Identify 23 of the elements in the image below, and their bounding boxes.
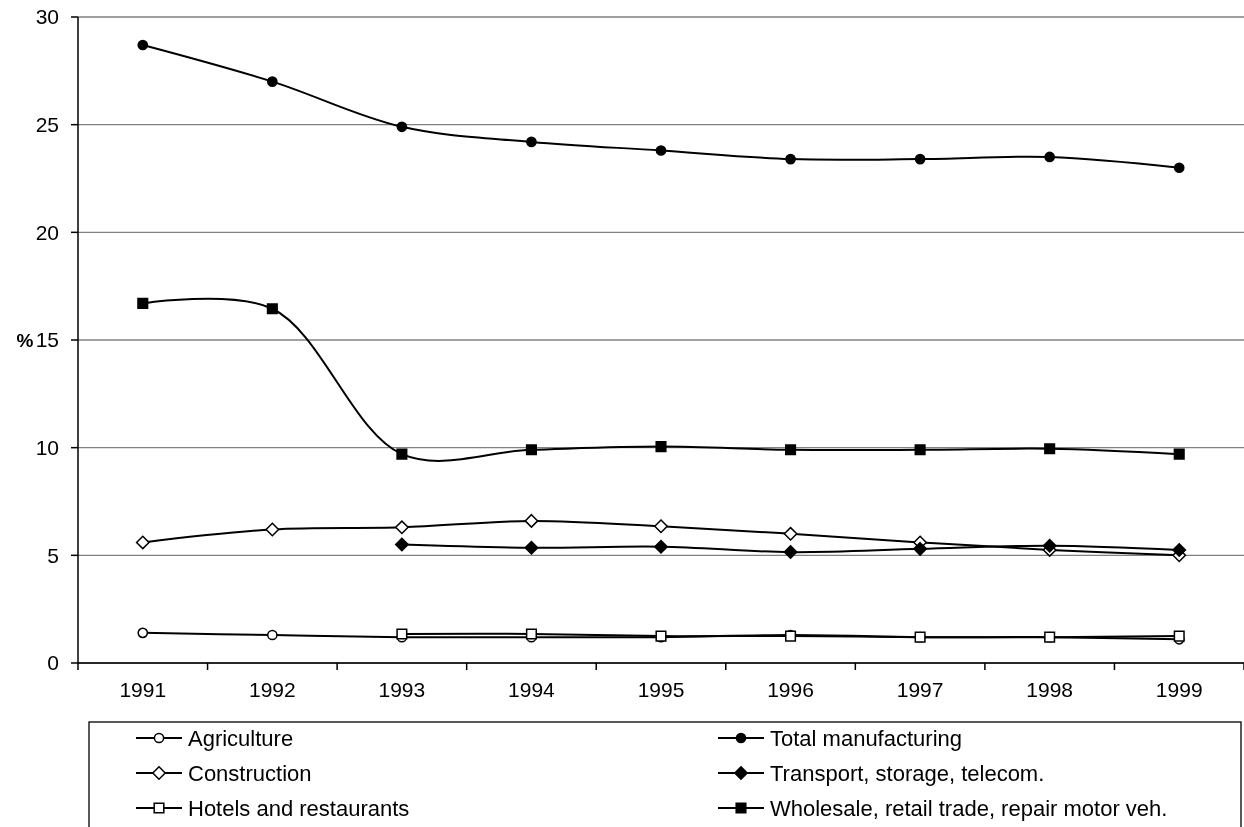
x-tick-label: 1992 [248,678,296,702]
legend-label: Transport, storage, telecom. [770,760,1045,786]
y-axis-title: % [16,329,34,351]
x-tick-label: 1994 [508,678,556,702]
legend-label: Wholesale, retail trade, repair motor veh. [770,795,1168,821]
x-tick-label: 1996 [767,678,814,702]
x-tick-label: 1998 [1026,678,1074,702]
x-tick-label: 1995 [637,678,685,702]
y-tick-label: 5 [47,543,59,567]
y-tick-label: 0 [47,651,59,675]
y-tick-label: 15 [35,328,59,352]
legend-label: Agriculture [188,725,294,751]
legend-label: Construction [188,760,312,786]
legend-label: Total manufacturing [770,725,962,751]
x-tick-label: 1991 [119,678,167,702]
y-tick-label: 25 [35,113,59,137]
y-tick-label: 10 [35,436,59,460]
y-tick-label: 20 [35,220,59,244]
y-tick-label: 30 [35,5,59,29]
x-tick-label: 1997 [896,678,944,702]
x-tick-label: 1999 [1155,678,1203,702]
x-tick-label: 1993 [378,678,426,702]
legend-label: Hotels and restaurants [188,795,410,821]
